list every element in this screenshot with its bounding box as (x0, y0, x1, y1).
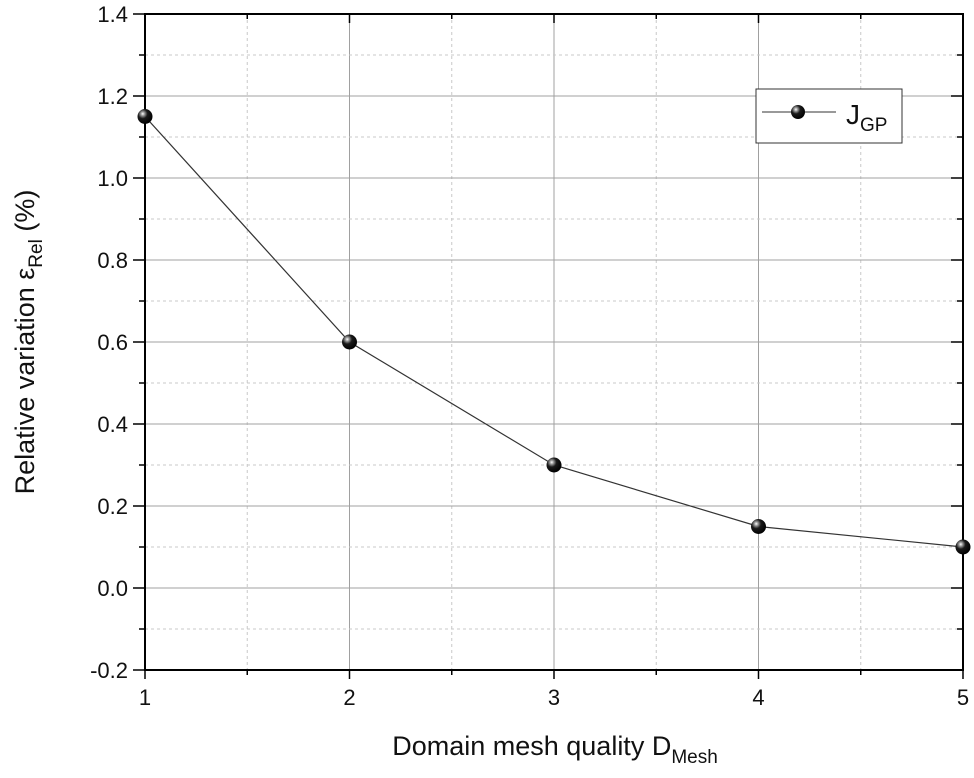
y-tick-label: 0.0 (97, 576, 128, 601)
x-tick-label: 3 (548, 685, 560, 710)
y-tick-label: 0.2 (97, 494, 128, 519)
y-axis-title: Relative variation εRel (%) (10, 190, 47, 495)
x-tick-label: 4 (752, 685, 764, 710)
data-point-marker (955, 539, 971, 555)
y-tick-label: 0.8 (97, 248, 128, 273)
y-tick-label: 1.4 (97, 2, 128, 27)
data-point-marker (546, 457, 562, 473)
y-tick-label: 0.6 (97, 330, 128, 355)
y-tick-label: 1.0 (97, 166, 128, 191)
legend-box (755, 88, 903, 144)
legend-label: JGP (846, 99, 887, 136)
data-series (137, 109, 971, 555)
tick-labels: 1 2 3 4 5 -0.2 0.0 0.2 0.4 0.6 0.8 1.0 1.2 1.4 (90, 2, 969, 710)
x-tick-label: 2 (343, 685, 355, 710)
axes (133, 13, 964, 679)
y-tick-label: 0.4 (97, 412, 128, 437)
data-point-marker (342, 334, 357, 350)
data-point-marker (137, 109, 153, 124)
x-tick-label: 5 (957, 685, 969, 710)
data-point-marker (751, 519, 766, 534)
plot-frame (144, 13, 964, 671)
legend: JGP (755, 88, 903, 144)
x-tick-label: 1 (139, 685, 151, 710)
x-axis-title: Domain mesh quality DMesh (392, 731, 718, 768)
legend-marker-icon (791, 105, 805, 119)
y-tick-label: 1.2 (97, 84, 128, 109)
y-tick-label: -0.2 (90, 658, 128, 683)
